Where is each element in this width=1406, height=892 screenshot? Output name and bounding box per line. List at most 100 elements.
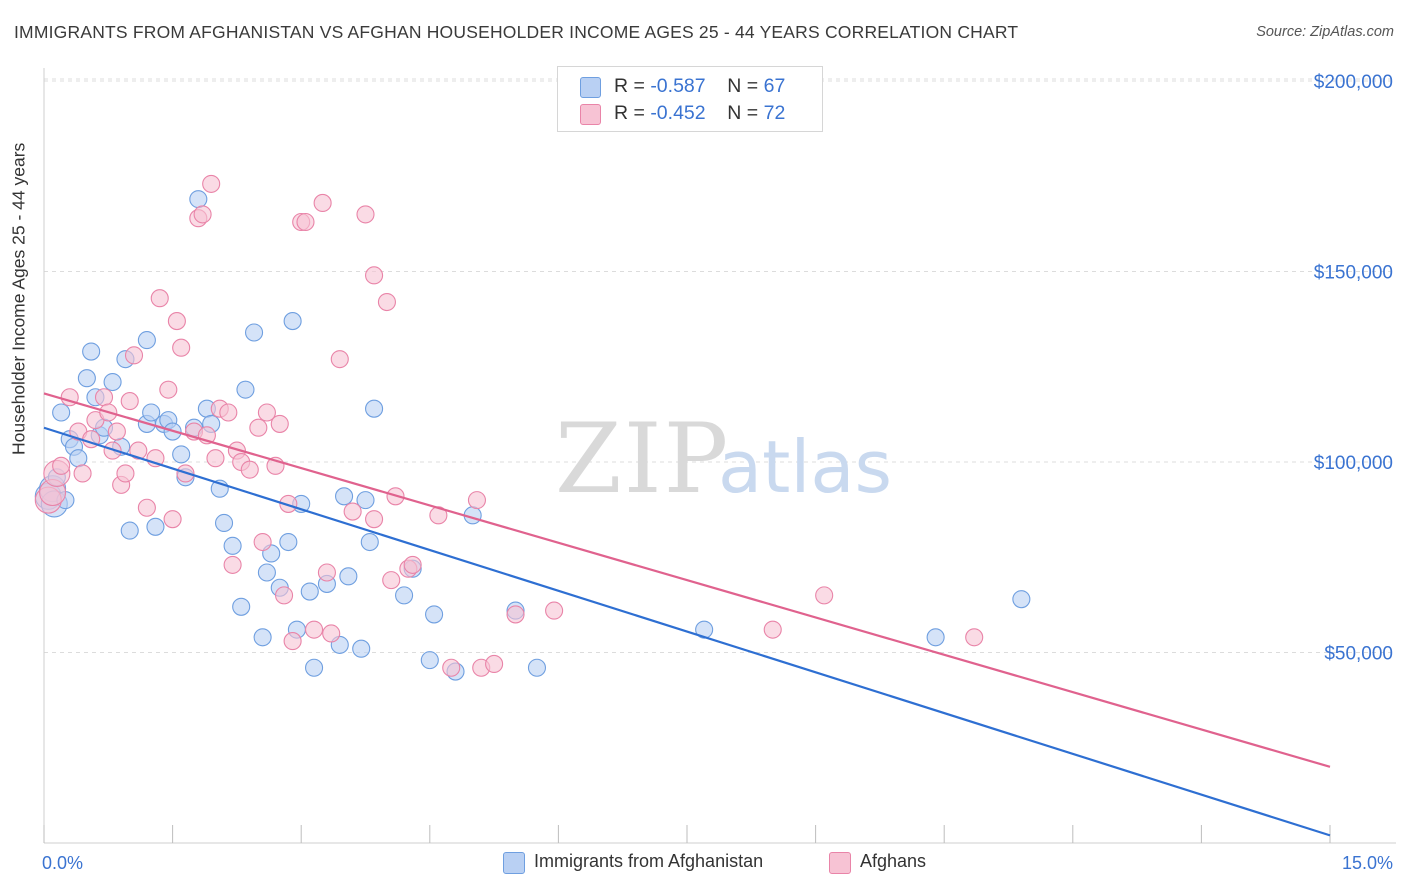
point-immigrants	[926, 628, 945, 647]
point-afghans	[223, 555, 242, 574]
r-value: -0.587	[650, 75, 706, 97]
point-afghans	[202, 174, 221, 193]
point-immigrants	[172, 445, 191, 464]
point-immigrants	[257, 563, 276, 582]
watermark-zip: ZIP	[555, 403, 730, 515]
point-afghans	[163, 510, 182, 529]
x-tick-label: 15.0%	[1342, 853, 1393, 873]
point-afghans	[365, 510, 384, 529]
legend-swatch-pink	[580, 104, 601, 125]
r-label: R =	[614, 102, 645, 124]
n-label: N =	[727, 102, 759, 124]
axes	[43, 68, 1396, 844]
point-immigrants	[1012, 590, 1031, 609]
legend-swatch-blue	[580, 77, 601, 98]
point-afghans	[107, 422, 126, 441]
point-afghans	[485, 654, 504, 673]
point-afghans	[193, 205, 212, 224]
tick-labels: $50,000 $100,000 $150,000 $200,000 0.0% 15.0%	[42, 72, 1393, 873]
point-afghans	[815, 586, 834, 605]
point-immigrants	[232, 597, 251, 616]
point-afghans	[150, 289, 169, 308]
point-immigrants	[223, 536, 242, 555]
point-afghans	[467, 491, 487, 510]
point-immigrants	[339, 567, 358, 586]
n-label: N =	[727, 75, 759, 97]
point-afghans	[279, 494, 298, 513]
watermark-atlas: atlas	[718, 425, 892, 509]
watermark: ZIP atlas	[555, 403, 892, 515]
y-tick-label: $200,000	[1314, 72, 1393, 93]
point-immigrants	[120, 521, 139, 540]
point-afghans	[296, 212, 315, 232]
point-immigrants	[137, 331, 156, 350]
chart-source: Source: ZipAtlas.com	[1256, 24, 1394, 40]
n-value: 72	[763, 102, 786, 124]
stats-legend: R = -0.587 N = 67 R = -0.452 N = 72	[557, 66, 823, 132]
point-afghans	[240, 460, 259, 479]
point-afghans	[167, 312, 186, 331]
point-immigrants	[52, 403, 71, 422]
point-immigrants	[300, 582, 319, 601]
point-afghans	[356, 205, 375, 224]
point-afghans	[377, 292, 396, 312]
point-immigrants	[214, 513, 234, 533]
point-immigrants	[283, 312, 302, 331]
point-immigrants	[395, 586, 414, 605]
n-value: 67	[763, 75, 786, 97]
point-afghans	[330, 350, 349, 369]
point-afghans	[283, 632, 302, 651]
point-afghans	[249, 418, 268, 437]
legend-swatch-blue	[503, 852, 525, 874]
point-afghans	[313, 193, 332, 213]
y-axis-label: Householder Income Ages 25 - 44 years	[8, 142, 29, 455]
point-afghans	[317, 563, 336, 582]
point-afghans	[253, 532, 272, 552]
point-afghans	[275, 586, 294, 605]
point-afghans	[94, 388, 114, 407]
point-afghans	[172, 338, 191, 357]
point-immigrants	[356, 491, 375, 510]
point-immigrants	[253, 628, 272, 647]
point-afghans	[403, 555, 422, 574]
point-afghans	[137, 498, 156, 517]
point-afghans	[120, 392, 139, 411]
r-label: R =	[614, 75, 645, 97]
point-afghans	[545, 601, 564, 620]
trend-line-immigrants	[43, 426, 1331, 837]
point-immigrants	[279, 532, 298, 552]
point-immigrants	[244, 323, 264, 342]
point-afghans	[124, 346, 144, 365]
point-immigrants	[77, 369, 96, 388]
point-immigrants	[695, 620, 714, 639]
x-tick-label: 0.0%	[42, 853, 83, 873]
point-immigrants	[69, 449, 88, 468]
point-afghans	[219, 403, 238, 422]
r-value: -0.452	[650, 102, 706, 124]
trend-lines	[43, 392, 1331, 837]
point-afghans	[116, 464, 135, 483]
point-afghans	[305, 620, 324, 639]
point-immigrants	[420, 651, 439, 670]
point-afghans	[506, 605, 525, 624]
point-afghans	[206, 449, 225, 468]
chart-title: IMMIGRANTS FROM AFGHANISTAN VS AFGHAN HO…	[14, 22, 1019, 42]
point-afghans	[73, 464, 92, 483]
point-afghans	[763, 620, 782, 639]
point-immigrants	[103, 372, 122, 392]
point-immigrants	[305, 658, 324, 677]
point-afghans	[365, 266, 384, 285]
point-immigrants	[352, 639, 371, 658]
point-immigrants	[527, 658, 547, 677]
y-tick-label: $100,000	[1314, 453, 1393, 474]
point-immigrants	[142, 403, 161, 422]
point-afghans	[965, 628, 984, 647]
point-immigrants	[236, 380, 255, 399]
point-afghans	[322, 624, 341, 643]
point-immigrants	[82, 342, 101, 361]
y-tick-label: $150,000	[1314, 263, 1393, 284]
gridlines	[44, 78, 1396, 654]
legend-swatch-pink	[829, 852, 851, 874]
point-afghans	[257, 403, 276, 422]
